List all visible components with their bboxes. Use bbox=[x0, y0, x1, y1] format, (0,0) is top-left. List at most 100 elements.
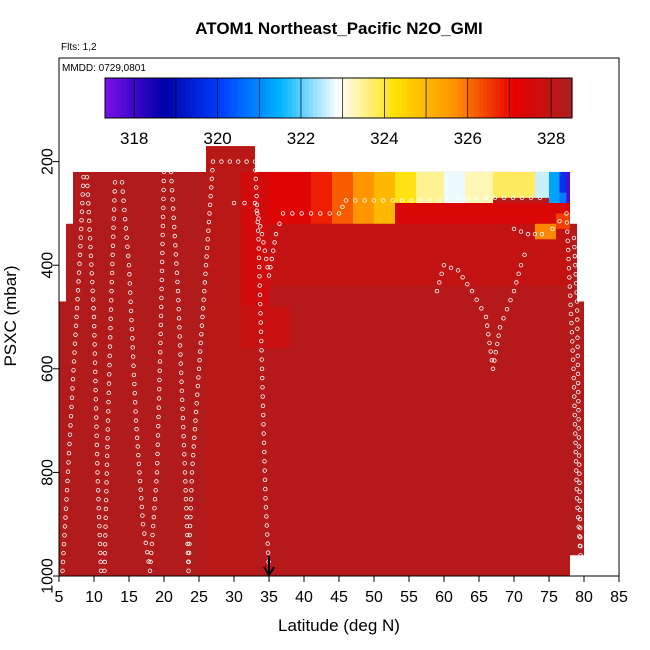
track-0-point bbox=[64, 497, 69, 502]
track-0-point bbox=[108, 307, 114, 312]
track-3-point bbox=[573, 449, 578, 455]
colorbar-tick-label: 328 bbox=[537, 129, 565, 148]
y-tick-label: 200 bbox=[40, 148, 57, 175]
track-1-point bbox=[199, 332, 204, 337]
track-0-point bbox=[156, 414, 161, 420]
track-1-point bbox=[256, 246, 261, 251]
x-axis-label: Latitude (deg N) bbox=[278, 616, 400, 635]
track-3-point bbox=[574, 299, 580, 304]
track-0-point bbox=[127, 272, 132, 277]
track-0-point bbox=[76, 270, 82, 275]
colorbar-swatch bbox=[529, 78, 535, 118]
track-3-point bbox=[575, 353, 580, 359]
chart-title: ATOM1 Northeast_Pacific N2O_GMI bbox=[195, 19, 483, 38]
track-3-point bbox=[511, 226, 517, 232]
heatmap-cell-14 bbox=[374, 171, 395, 224]
colorbar-swatch bbox=[262, 78, 267, 118]
colorbar-swatch bbox=[283, 78, 289, 118]
track-3-point bbox=[565, 238, 570, 244]
track-1-point bbox=[255, 211, 260, 216]
x-tick-label: 30 bbox=[225, 589, 243, 606]
track-1-point bbox=[190, 461, 195, 466]
flight-tracks bbox=[60, 159, 583, 574]
track-4-point bbox=[489, 357, 495, 363]
track-1-point bbox=[187, 532, 192, 538]
track-1-point bbox=[260, 403, 266, 408]
colorbar-swatch bbox=[245, 78, 250, 118]
track-0-point bbox=[80, 183, 86, 188]
track-0-point bbox=[149, 550, 154, 556]
track-2-point bbox=[252, 200, 258, 206]
x-tick-label: 40 bbox=[295, 589, 313, 606]
track-1-point bbox=[202, 288, 207, 294]
track-0-point bbox=[158, 322, 164, 328]
track-2-point bbox=[308, 211, 314, 216]
colorbar-swatch bbox=[559, 78, 565, 118]
colorbar-swatch bbox=[253, 78, 259, 118]
colorbar-swatch bbox=[219, 78, 225, 118]
track-0-point bbox=[139, 504, 145, 510]
track-0-point bbox=[71, 368, 76, 373]
track-0-point bbox=[143, 540, 148, 546]
track-0-point bbox=[177, 325, 182, 330]
track-1-point bbox=[263, 496, 268, 501]
track-0-point bbox=[127, 281, 133, 286]
track-0-point bbox=[138, 487, 143, 492]
track-0-point bbox=[105, 444, 110, 450]
track-1-point bbox=[200, 306, 206, 311]
track-2-point bbox=[318, 211, 323, 216]
colorbar-swatch bbox=[126, 78, 132, 118]
track-1-point bbox=[198, 340, 203, 346]
track-1-point bbox=[194, 401, 199, 406]
track-0-point bbox=[65, 469, 71, 474]
track-2-point bbox=[336, 211, 342, 216]
track-3-point bbox=[577, 489, 582, 495]
track-0-point bbox=[97, 532, 102, 538]
track-0-point bbox=[70, 386, 75, 391]
track-3-point bbox=[577, 534, 582, 539]
track-1-point bbox=[261, 412, 266, 418]
track-0-point bbox=[70, 376, 76, 382]
colorbar-swatch bbox=[257, 78, 263, 118]
track-2-point bbox=[483, 195, 489, 201]
colorbar-swatch bbox=[211, 78, 216, 118]
track-0-point bbox=[157, 368, 162, 373]
track-3-point bbox=[575, 505, 580, 510]
track-0-point bbox=[182, 470, 188, 475]
colorbar-swatch bbox=[457, 78, 463, 118]
track-0-point bbox=[74, 314, 79, 320]
colorbar-swatch bbox=[487, 78, 492, 118]
track-1-point bbox=[209, 176, 215, 182]
track-0-point bbox=[160, 241, 165, 247]
track-0-point bbox=[90, 288, 95, 293]
track-1-point bbox=[262, 459, 267, 464]
track-1-point bbox=[188, 505, 193, 511]
track-0-point bbox=[121, 198, 126, 203]
colorbar-swatch bbox=[185, 78, 191, 118]
track-0-point bbox=[157, 359, 163, 364]
track-0-point bbox=[95, 488, 101, 493]
track-0-point bbox=[91, 306, 96, 311]
track-1-point bbox=[193, 418, 198, 423]
track-3-point bbox=[577, 525, 583, 531]
colorbar: 318 320 322 324 326 328 bbox=[104, 77, 573, 148]
colorbar-swatch bbox=[117, 78, 123, 118]
track-4-point bbox=[434, 288, 440, 294]
track-0-point bbox=[128, 290, 133, 295]
track-3-point bbox=[573, 440, 578, 445]
track-3-point bbox=[564, 211, 569, 216]
track-0-point bbox=[104, 462, 110, 467]
track-0-point bbox=[176, 297, 181, 303]
track-1-point bbox=[188, 497, 194, 502]
track-1-point bbox=[261, 440, 267, 445]
track-3-point bbox=[572, 244, 577, 250]
track-0-point bbox=[109, 279, 114, 285]
track-0-point bbox=[79, 209, 85, 214]
track-2-point bbox=[268, 265, 273, 270]
track-1-point bbox=[265, 550, 271, 555]
track-3-point bbox=[573, 272, 578, 277]
colorbar-swatch bbox=[402, 78, 408, 118]
track-0-point bbox=[150, 523, 156, 529]
track-0-point bbox=[175, 288, 181, 294]
track-3-point bbox=[570, 339, 575, 344]
